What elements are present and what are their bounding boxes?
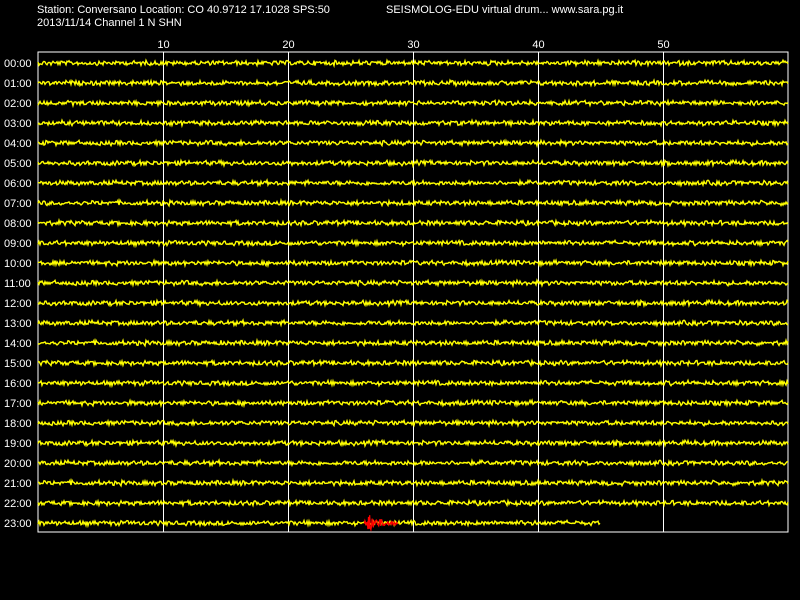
row-label-1300: 13:00 [4,318,32,330]
program-info: SEISMOLOG-EDU virtual drum... www.sara.p… [386,4,624,16]
row-label-2100: 21:00 [4,478,32,490]
row-label-1800: 18:00 [4,418,32,430]
row-label-0200: 02:00 [4,98,32,110]
row-label-1000: 10:00 [4,258,32,270]
row-label-2300: 23:00 [4,518,32,530]
x-tick-label-40: 40 [532,39,544,51]
trace-row-1100 [37,278,789,289]
x-tick-label-50: 50 [657,39,669,51]
row-label-0900: 09:00 [4,238,32,250]
row-label-1900: 19:00 [4,438,32,450]
row-label-0500: 05:00 [4,158,32,170]
trace-row-0000 [37,58,789,69]
trace-row-2200 [37,498,789,508]
trace-row-0400 [37,138,789,149]
row-label-0700: 07:00 [4,198,32,210]
trace-row-2000 [37,458,789,468]
trace-row-0200 [37,98,789,109]
row-label-1200: 12:00 [4,298,32,310]
trace-row-2300 [37,518,601,529]
trace-row-1300 [37,318,789,328]
row-label-2000: 20:00 [4,458,32,470]
row-label-0300: 03:00 [4,118,32,130]
trace-row-1700 [37,398,789,409]
row-label-0100: 01:00 [4,78,32,90]
trace-row-1900 [37,438,789,449]
event-trace [363,515,399,533]
trace-row-0100 [37,78,789,88]
trace-row-1600 [37,378,789,389]
row-label-0600: 06:00 [4,178,32,190]
row-label-1100: 11:00 [4,278,31,290]
trace-row-1500 [37,358,789,368]
trace-row-1000 [37,258,789,269]
trace-row-0800 [37,217,789,228]
trace-row-0600 [37,178,789,188]
row-label-1600: 16:00 [4,378,32,390]
trace-row-0300 [37,117,789,129]
trace-row-1400 [37,337,789,348]
trace-row-0500 [37,158,789,169]
x-tick-label-10: 10 [157,39,169,51]
x-tick-label-30: 30 [407,39,419,51]
station-info: Station: Conversano Location: CO 40.9712… [37,4,330,16]
row-label-1500: 15:00 [4,358,32,370]
trace-row-2100 [37,477,789,488]
x-tick-label-20: 20 [282,39,294,51]
row-label-1400: 14:00 [4,338,32,350]
row-label-0800: 08:00 [4,218,32,230]
trace-row-0900 [37,238,789,249]
row-label-0000: 00:00 [4,58,32,70]
trace-row-1200 [37,298,789,309]
row-label-2200: 22:00 [4,498,32,510]
trace-row-0700 [37,197,789,208]
row-label-0400: 04:00 [4,138,32,150]
row-label-1700: 17:00 [4,398,32,410]
date-channel-info: 2013/11/14 Channel 1 N SHN [37,17,182,29]
trace-row-1800 [37,418,789,429]
